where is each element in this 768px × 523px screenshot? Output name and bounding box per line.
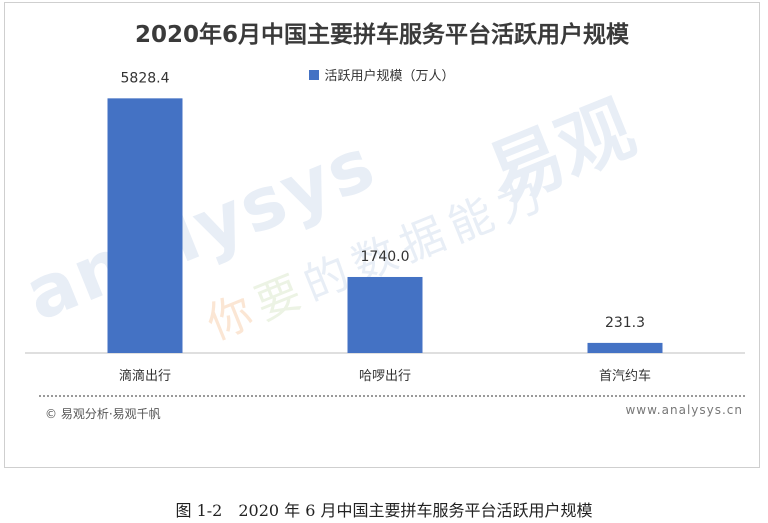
site-url: www.analysys.cn	[625, 403, 743, 417]
x-tick-label-1: 哈啰出行	[359, 369, 411, 384]
legend-swatch	[309, 69, 320, 80]
bar-0	[107, 98, 183, 353]
figure-caption: 图 1-2 2020 年 6 月中国主要拼车服务平台活跃用户规模	[175, 501, 593, 520]
footer-divider	[39, 395, 745, 397]
source-note: © 易观分析·易观千帆	[45, 407, 161, 421]
chart-legend: 活跃用户规模（万人）	[5, 65, 759, 84]
x-tick-label-0: 滴滴出行	[119, 368, 171, 384]
data-label-1: 1740.0	[361, 249, 410, 265]
bar-1	[347, 276, 423, 353]
data-label-2: 231.3	[605, 315, 645, 331]
bar-plot: 5828.4 滴滴出行 1740.0 哈啰出行 231.3 首汽约车	[25, 70, 745, 384]
chart-frame: analysys 易观 你要的数据能力 2020年6月中国主要拼车服务平台活跃用…	[4, 2, 760, 468]
bar-2	[587, 342, 663, 353]
data-label-0: 5828.4	[121, 70, 170, 86]
x-tick-label-2: 首汽约车	[599, 368, 651, 384]
chart-title: 2020年6月中国主要拼车服务平台活跃用户规模	[134, 22, 630, 48]
legend-label: 活跃用户规模（万人）	[324, 69, 455, 84]
